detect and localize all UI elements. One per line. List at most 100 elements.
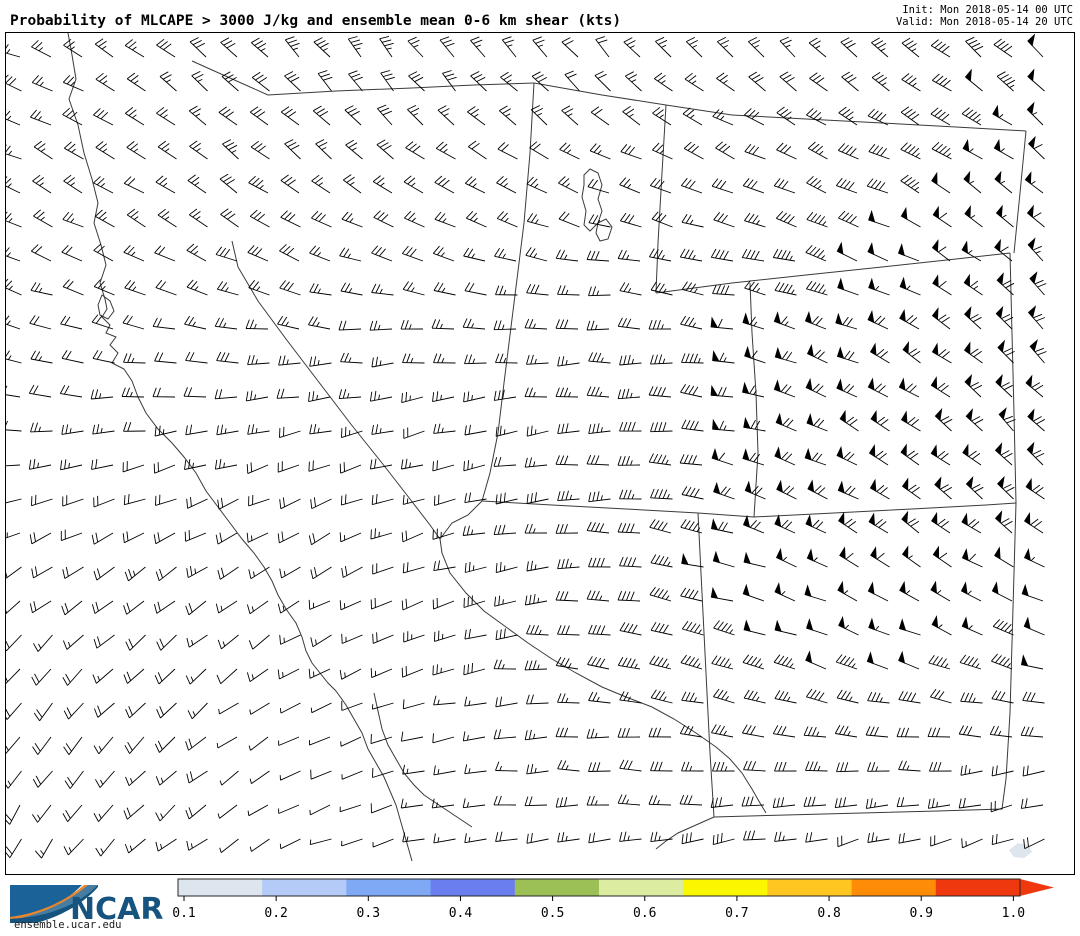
- wind-barb-full: [497, 659, 502, 669]
- wind-barb-full: [279, 280, 286, 289]
- wind-barb-shaft: [6, 464, 21, 467]
- wind-barb-full: [781, 350, 789, 360]
- wind-barb-half: [1030, 556, 1036, 562]
- wind-barb-full: [400, 459, 404, 470]
- wind-barb-full: [747, 690, 754, 700]
- wind-barb-half: [102, 148, 108, 153]
- wind-barb-full: [662, 422, 667, 432]
- wind-barb-shaft: [158, 566, 177, 582]
- wind-barb-shaft: [127, 804, 145, 820]
- colorbar-cell: [935, 879, 1021, 896]
- wind-barb-shaft: [464, 702, 487, 707]
- wind-barb-full: [563, 727, 569, 737]
- wind-barb-shaft: [433, 566, 456, 572]
- wind-barb-full: [680, 177, 688, 186]
- wind-barb-full: [653, 520, 660, 529]
- wind-barb-full: [124, 280, 132, 289]
- wind-barb-shaft: [127, 668, 145, 684]
- wind-barb-pennant: [964, 205, 971, 219]
- wind-barb-full: [782, 74, 792, 80]
- wind-barb-full: [223, 176, 232, 183]
- wind-barb-full: [684, 725, 690, 735]
- wind-barb-full: [248, 569, 252, 579]
- wind-barb-full: [878, 521, 887, 528]
- wind-barb-full: [842, 316, 849, 326]
- wind-barb-full: [464, 629, 467, 640]
- wind-barb-shaft: [280, 600, 300, 614]
- wind-barb-full: [375, 493, 378, 504]
- wind-barb-shaft: [901, 79, 921, 92]
- wind-barb-full: [557, 356, 561, 367]
- wind-barb-full: [623, 178, 631, 187]
- wind-barb-full: [6, 784, 9, 789]
- wind-barb-shaft: [94, 43, 114, 58]
- wind-barb-full: [257, 213, 266, 221]
- wind-barb-half: [466, 802, 470, 808]
- wind-barb-full: [624, 145, 632, 154]
- wind-barb-shaft: [650, 185, 672, 194]
- wind-barb-full: [588, 492, 592, 502]
- wind-barb-full: [655, 144, 664, 153]
- wind-barb-full: [871, 832, 875, 842]
- wind-barb-shaft: [63, 81, 84, 92]
- wind-barb-shaft: [619, 630, 642, 636]
- wind-barb-full: [530, 214, 538, 223]
- wind-barb-full: [621, 250, 627, 260]
- wind-barb-half: [506, 79, 512, 83]
- wind-barb-half: [847, 730, 851, 736]
- wind-barb-shaft: [649, 394, 672, 398]
- wind-barb-full: [713, 688, 720, 697]
- wind-barb-full: [872, 145, 880, 154]
- wind-barb-full: [681, 620, 689, 630]
- wind-barb-full: [186, 773, 190, 784]
- wind-barb-full: [711, 178, 719, 187]
- wind-barb-full: [776, 797, 780, 808]
- wind-barb-full: [6, 280, 13, 288]
- wind-barb-shaft: [871, 77, 890, 92]
- wind-barb-full: [503, 628, 506, 638]
- wind-barb-full: [619, 759, 625, 769]
- colorbar[interactable]: 0.1 0.2 0.3 0.4 0.5 0.6 0.7 0.8 0.9 1.0: [170, 877, 1080, 936]
- wind-barb-full: [962, 797, 966, 808]
- colorbar-tick-label: 0.1: [172, 906, 195, 921]
- wind-barb-shaft: [743, 697, 766, 704]
- wind-barb-full: [435, 319, 441, 329]
- wind-barb-full: [476, 76, 486, 83]
- wind-barb-full: [466, 318, 472, 328]
- wind-barb-full: [809, 246, 817, 255]
- wind-barb-full: [835, 654, 843, 663]
- wind-barb-shaft: [188, 804, 207, 820]
- wind-barb-full: [402, 699, 405, 709]
- wind-barb-full: [1000, 382, 1010, 388]
- wind-barb-shaft: [654, 78, 673, 92]
- wind-barb-full: [876, 552, 885, 560]
- wind-barb-full: [717, 386, 723, 396]
- wind-barb-full: [91, 459, 94, 470]
- wind-barb-full: [32, 746, 39, 755]
- wind-barb-full: [153, 534, 157, 544]
- wind-barb-shaft: [495, 634, 518, 641]
- wind-barb-full: [840, 690, 847, 700]
- wind-barb-shaft: [156, 112, 176, 126]
- wind-barb-full: [530, 560, 533, 571]
- wind-barb-shaft: [96, 566, 115, 581]
- wind-barb-full: [561, 356, 565, 366]
- wind-barb-full: [338, 389, 343, 399]
- wind-barb-shaft: [63, 180, 83, 194]
- wind-barb-shaft: [220, 838, 239, 853]
- wind-barb-shaft: [558, 218, 580, 228]
- wind-barb-half: [665, 459, 669, 465]
- wind-barb-half: [473, 113, 479, 118]
- wind-barb-full: [561, 693, 566, 703]
- wind-barb-full: [715, 725, 721, 734]
- wind-barb-full: [626, 318, 632, 328]
- wind-barb-full: [405, 598, 408, 609]
- wind-barb-full: [839, 725, 845, 735]
- wind-barb-full: [625, 727, 630, 738]
- wind-barb-half: [968, 768, 971, 774]
- wind-barb-full: [685, 420, 691, 430]
- wind-barb-shaft: [37, 736, 52, 755]
- wind-barb-full: [658, 39, 668, 45]
- wind-barb-full: [812, 74, 821, 82]
- wind-barb-full: [776, 142, 784, 151]
